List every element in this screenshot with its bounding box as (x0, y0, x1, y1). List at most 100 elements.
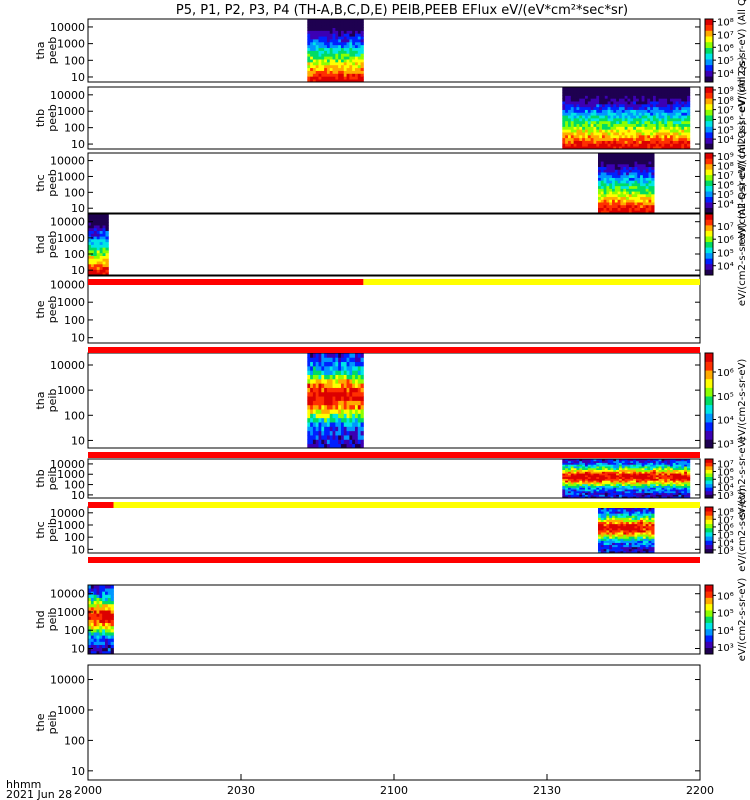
spectrogram-cell (645, 163, 649, 168)
spectrogram-cell (340, 365, 345, 371)
spectrogram-cell (576, 489, 580, 492)
spectrogram-cell (604, 143, 609, 147)
spectrogram-cell (655, 460, 660, 463)
spectrogram-cell (99, 625, 103, 630)
spectrogram-cell (565, 95, 569, 99)
spectrogram-cell (570, 137, 575, 141)
spectrogram-cell (565, 123, 569, 127)
spectrogram-cell (637, 511, 641, 514)
spectrogram-cell (570, 109, 575, 113)
spectrogram-cell (614, 527, 619, 531)
spectrogram-cell (604, 101, 609, 105)
spectrogram-cell (600, 191, 605, 195)
spectrogram-cell (686, 92, 691, 96)
spectrogram-cell (620, 191, 624, 195)
spectrogram-cell (590, 476, 594, 479)
spectrogram-cell (340, 70, 345, 74)
spectrogram-cell (623, 163, 627, 168)
spectrogram-cell (590, 460, 594, 463)
spectrogram-cell (613, 109, 617, 113)
spectrogram-cell (102, 261, 106, 265)
spectrogram-cell (616, 123, 620, 127)
spectrogram-cell (354, 361, 359, 367)
spectrogram-cell (315, 404, 319, 410)
spectrogram-cell (315, 19, 319, 23)
mode-bar-segment (88, 557, 700, 563)
colorbar-frame (704, 86, 714, 150)
spectrogram-cell (102, 625, 106, 630)
spectrogram-cell (321, 422, 325, 427)
spectrogram-cell (570, 115, 575, 119)
spectrogram-cell (620, 548, 624, 552)
spectrogram-cell (340, 67, 345, 71)
panel-label-product: peib (46, 711, 59, 735)
spectrogram-cell (664, 92, 668, 96)
spectrogram-cell (658, 467, 662, 471)
spectrogram-cell (681, 460, 685, 463)
spectrogram-cell (599, 469, 603, 472)
spectrogram-cell (655, 464, 660, 467)
spectrogram-cell (99, 255, 103, 259)
spectrogram-cell (618, 143, 623, 147)
spectrogram-cell (637, 199, 641, 203)
spectrogram-cell (604, 137, 609, 141)
spectrogram-cell (349, 409, 353, 414)
spectrogram-cell (346, 39, 350, 43)
spectrogram-cell (105, 585, 109, 589)
spectrogram-cell (651, 172, 655, 176)
spectrogram-cell (576, 106, 580, 110)
spectrogram-cell (346, 33, 350, 37)
spectrogram-cell (99, 244, 103, 248)
spectrogram-cell (604, 146, 609, 150)
spectrogram-cell (644, 464, 648, 467)
colorbar-segment (705, 536, 713, 541)
spectrogram-cell (603, 180, 607, 184)
spectrogram-cell (630, 492, 634, 495)
spectrogram-cell (593, 480, 597, 483)
spectrogram-cell (678, 496, 682, 499)
spectrogram-cell (346, 417, 350, 423)
spectrogram-cell (90, 606, 95, 611)
spectrogram-cell (618, 98, 623, 102)
spectrogram-cell (90, 597, 95, 602)
spectrogram-cell (607, 89, 611, 94)
spectrogram-cell (349, 41, 353, 46)
spectrogram-cell (617, 546, 621, 550)
spectrogram-cell (609, 169, 613, 173)
spectrogram-cell (635, 143, 640, 147)
colorbar-segment (705, 214, 713, 220)
spectrogram-cell (332, 27, 336, 31)
colorbar-segment (705, 353, 713, 362)
spectrogram-cell (326, 59, 331, 63)
spectrogram-cell (618, 476, 623, 479)
colorbar-segment (705, 462, 713, 467)
spectrogram-cell (664, 496, 668, 499)
spectrogram-cell (599, 490, 603, 494)
panel-frame (87, 664, 701, 781)
spectrogram-cell (349, 67, 353, 71)
spectrogram-cell (600, 188, 605, 192)
spectrogram-cell (567, 143, 572, 147)
spectrogram-cell (631, 180, 635, 184)
spectrogram-cell (315, 383, 319, 388)
spectrogram-cell (616, 474, 620, 478)
spectrogram-cell (352, 426, 356, 432)
spectrogram-cell (635, 490, 640, 494)
spectrogram-cell (600, 196, 605, 200)
spectrogram-cell (321, 353, 325, 358)
spectrogram-cell (88, 647, 92, 652)
spectrogram-cell (346, 435, 350, 440)
spectrogram-cell (641, 474, 645, 478)
y-tick-label: 10000 (50, 507, 85, 520)
panel-label-product: peeb (46, 37, 59, 65)
spectrogram-cell (343, 53, 347, 57)
spectrogram-cell (360, 79, 364, 83)
spectrogram-cell (565, 492, 569, 495)
spectrogram-cell (105, 603, 109, 608)
spectrogram-cell (576, 123, 580, 127)
spectrogram-cell (326, 53, 331, 57)
spectrogram-cell (613, 480, 617, 483)
spectrogram-cell (634, 523, 638, 527)
panel-label-probe: thd (34, 610, 47, 628)
spectrogram-cell (633, 459, 637, 462)
